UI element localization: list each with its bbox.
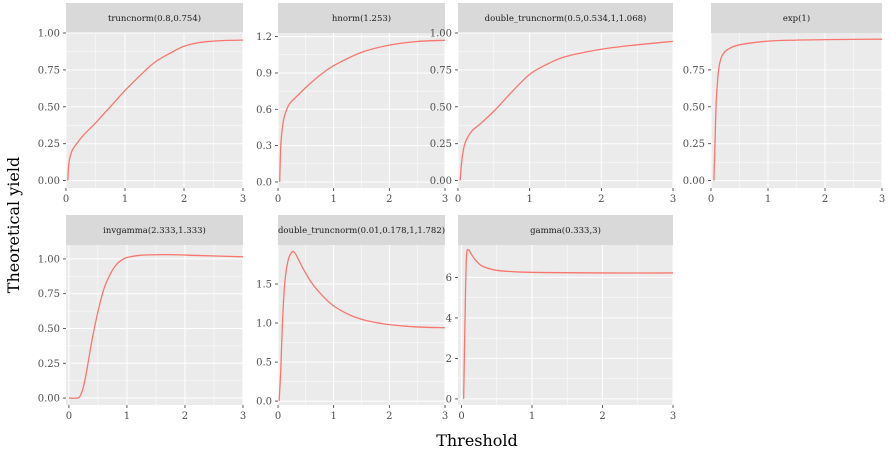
x-tick-label: 2 — [386, 194, 392, 205]
y-tick-label: 1.00 — [430, 29, 452, 40]
x-tick-label: 2 — [182, 411, 188, 422]
series-line — [462, 248, 674, 399]
x-tick-label: 0 — [66, 411, 72, 422]
y-tick-label: 1.2 — [256, 32, 272, 43]
facet-title: exp(1) — [783, 13, 810, 24]
facet-strip — [278, 3, 445, 33]
facet-panel-5: invgamma(2.333,1.333) 0 1 2 3 0.00 0.25 0.50 0.7… — [38, 215, 246, 422]
x-tick-label: 0 — [275, 411, 281, 422]
y-tick-label: 0.50 — [38, 324, 60, 335]
y-tick-label: 0.25 — [683, 139, 705, 150]
y-tick-label: 0.50 — [430, 102, 452, 113]
y-tick-label: 1.00 — [38, 29, 60, 40]
x-tick-label: 2 — [598, 194, 604, 205]
facet-strip — [458, 3, 673, 33]
y-tick-label: 1.00 — [38, 254, 60, 265]
facet-panel-3: double_truncnorm(0.5,0.534,1,1.068) 0 1 2 3 0… — [430, 3, 676, 205]
y-tick-label: 0.50 — [38, 102, 60, 113]
facet-panel-1: truncnorm(0.8,0.754) 0 1 2 3 0.00 0.25 0.50 0.75… — [38, 3, 246, 205]
y-axis-title: Theoretical yield — [4, 157, 23, 293]
x-tick-label: 3 — [879, 194, 885, 205]
y-tick-label: 4 — [446, 313, 452, 324]
series-line — [459, 40, 674, 181]
y-tick-label: 0.25 — [38, 139, 60, 150]
x-tick-label: 0 — [458, 411, 464, 422]
y-tick-label: 0.25 — [430, 139, 452, 150]
facet-panel-4: exp(1) 0 1 2 3 0.00 0.25 0.50 0.75 — [683, 3, 885, 205]
x-tick-label: 2 — [822, 194, 828, 205]
facet-strip — [278, 215, 445, 245]
x-tick-label: 1 — [124, 411, 130, 422]
panel-background — [458, 245, 673, 405]
x-tick-label: 0 — [63, 194, 69, 205]
facet-title: truncnorm(0.8,0.754) — [108, 13, 201, 24]
y-tick-label: 0.75 — [683, 65, 705, 76]
x-tick-label: 3 — [670, 411, 676, 422]
series-line — [279, 39, 446, 182]
x-tick-label: 2 — [181, 194, 187, 205]
x-tick-label: 3 — [442, 194, 448, 205]
series-line — [278, 250, 446, 402]
facet-title: gamma(0.333,3) — [530, 225, 601, 236]
facet-strip — [711, 3, 882, 33]
y-tick-label: 2 — [446, 354, 452, 365]
x-tick-label: 1 — [330, 194, 336, 205]
series-line — [68, 254, 244, 399]
y-tick-label: 1.0 — [256, 319, 272, 330]
x-tick-label: 2 — [599, 411, 605, 422]
x-tick-label: 3 — [670, 194, 676, 205]
y-tick-label: 0.75 — [38, 65, 60, 76]
y-tick-label: 0.50 — [683, 102, 705, 113]
x-tick-label: 1 — [526, 194, 532, 205]
x-tick-label: 0 — [708, 194, 714, 205]
y-tick-label: 6 — [446, 273, 452, 284]
x-tick-label: 3 — [442, 411, 448, 422]
y-tick-label: 0.9 — [256, 68, 272, 79]
x-tick-label: 3 — [240, 194, 246, 205]
y-tick-label: 0.3 — [256, 141, 272, 152]
x-tick-label: 1 — [122, 194, 128, 205]
x-tick-label: 0 — [455, 194, 461, 205]
y-tick-label: 0.6 — [256, 105, 272, 116]
series-line — [67, 39, 244, 181]
facet-title: hnorm(1.253) — [332, 13, 391, 24]
y-tick-label: 0.0 — [256, 177, 272, 188]
y-tick-label: 0 — [446, 394, 452, 405]
y-tick-label: 0.00 — [430, 176, 452, 187]
y-tick-label: 0.5 — [256, 358, 272, 369]
facet-title: invgamma(2.333,1.333) — [103, 225, 206, 236]
facet-panel-2: hnorm(1.253) 0 1 2 3 0.0 0.3 0.6 0.9 1.2 — [256, 3, 448, 205]
x-tick-label: 1 — [330, 411, 336, 422]
y-tick-label: 0.00 — [683, 176, 705, 187]
y-tick-label: 0.75 — [430, 65, 452, 76]
facet-panels: truncnorm(0.8,0.754)0 1 2 30.000.250.500.75… — [38, 3, 885, 422]
x-tick-label: 0 — [275, 194, 281, 205]
facet-panel-6: double_truncnorm(0.01,0.178,1,1.782) 0 1 2 3… — [256, 215, 448, 422]
facet-title: double_truncnorm(0.01,0.178,1,1.782) — [278, 225, 445, 236]
facet-strip — [66, 3, 243, 33]
panel-background — [66, 245, 243, 405]
y-tick-label: 0.0 — [256, 397, 272, 408]
x-axis-title: Threshold — [436, 431, 518, 450]
y-tick-label: 0.75 — [38, 289, 60, 300]
series-line — [713, 38, 883, 181]
x-tick-label: 3 — [240, 411, 246, 422]
x-tick-label: 1 — [529, 411, 535, 422]
facet-strip — [458, 215, 673, 245]
x-tick-label: 1 — [765, 194, 771, 205]
y-tick-label: 1.5 — [256, 280, 272, 291]
facet-title: double_truncnorm(0.5,0.534,1,1.068) — [485, 13, 647, 24]
y-tick-label: 0.25 — [38, 359, 60, 370]
y-tick-label: 0.00 — [38, 176, 60, 187]
facet-strip — [66, 215, 243, 245]
y-tick-label: 0.00 — [38, 394, 60, 405]
facet-panel-7: gamma(0.333,3) 0 1 2 3 0 2 4 6 — [446, 215, 676, 422]
x-tick-label: 2 — [386, 411, 392, 422]
